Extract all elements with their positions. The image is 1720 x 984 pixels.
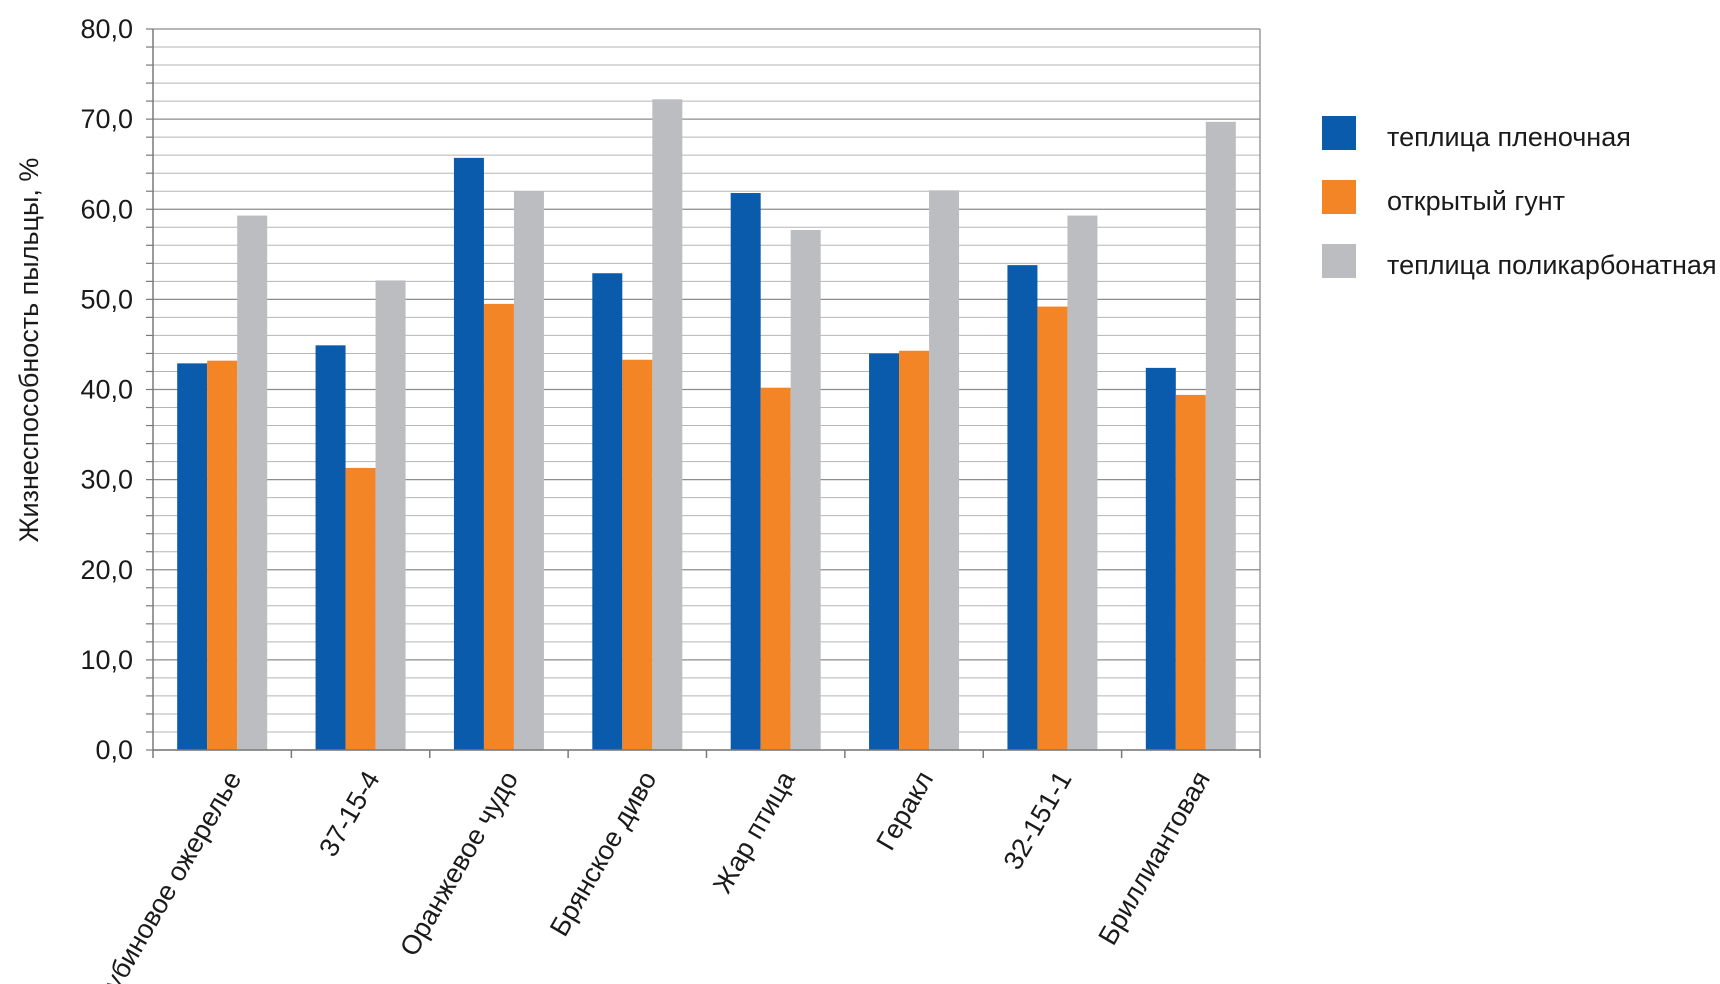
legend-swatch-3 [1322,244,1356,278]
axes [146,28,1261,758]
bar-1-7 [1007,265,1038,750]
bar-2-1 [207,360,238,750]
legend-swatch-2 [1322,180,1356,214]
bar-3-4 [652,99,683,751]
bar-3-5 [790,229,821,750]
bar-1-5 [730,193,761,751]
bar-1-8 [1145,367,1176,750]
bar-3-6 [929,190,960,751]
y-tick-label: 50,0 [80,284,133,314]
legend: теплица пленочная открытый гунт теплица по… [1322,116,1717,280]
y-tick-label: 10,0 [80,645,133,675]
x-tick-label: Брянское диво [544,766,662,941]
x-tick-label: Бриллиантовая [1092,766,1216,950]
y-tick-label: 80,0 [80,14,133,44]
bar-2-2 [345,467,376,750]
bar-1-1 [177,363,208,750]
bar-1-6 [869,353,900,750]
x-tick-label: 32-151-1 [998,766,1078,875]
legend-label-1: теплица пленочная [1387,122,1631,152]
bar-3-1 [237,215,268,751]
bar-2-5 [760,387,791,750]
bar-3-8 [1205,121,1236,751]
y-tick-label: 40,0 [80,375,133,405]
y-tick-label: 60,0 [80,194,133,224]
bar-1-2 [315,345,346,750]
y-tick-label: 0,0 [95,735,133,765]
x-tick-label: Оранжевое чудо [394,766,524,961]
bar-2-6 [899,350,930,750]
bar-2-3 [483,303,514,750]
bars [177,99,1236,751]
x-axis-tick-labels: Рубиновое ожерелье 37-15-4 Оранжевое чудо Б… [89,765,1216,984]
bar-1-3 [453,157,484,750]
y-tick-label: 70,0 [80,104,133,134]
x-tick-label: Жар птица [707,765,801,898]
y-axis-tick-labels: 0,0 10,0 20,0 30,0 40,0 50,0 60,0 70,0 80,0 [80,14,133,765]
bar-2-8 [1175,394,1206,750]
legend-swatch-1 [1322,116,1356,150]
bar-3-7 [1067,215,1098,751]
legend-label-2: открытый гунт [1387,186,1565,216]
y-tick-label: 30,0 [80,465,133,495]
x-tick-label: Рубиновое ожерелье [89,766,248,984]
legend-label-3: теплица поликарбонатная [1387,250,1717,280]
bar-2-4 [622,359,653,750]
bar-3-3 [513,191,544,751]
y-axis-title: Жизнеспособность пыльцы, % [14,158,44,543]
bar-2-7 [1037,306,1068,750]
bar-3-2 [375,280,406,750]
x-tick-label: 37-15-4 [313,766,386,862]
y-tick-label: 20,0 [80,555,133,585]
x-tick-label: Геракл [870,766,939,855]
bar-1-4 [592,273,623,750]
